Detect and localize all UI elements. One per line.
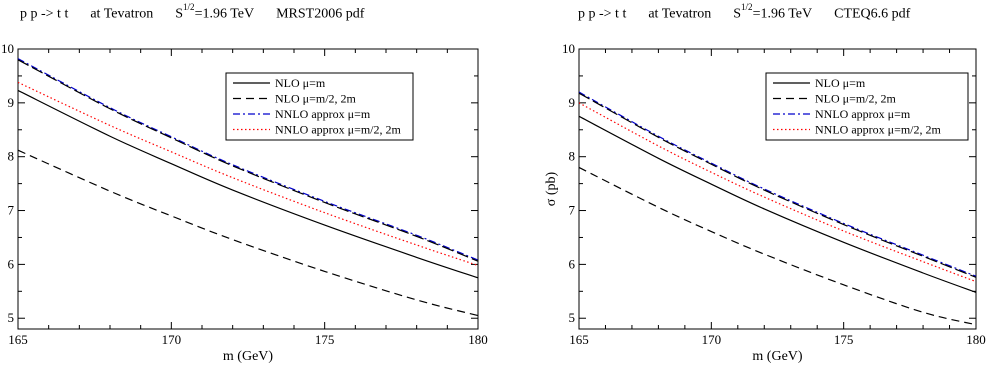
x-tick-label: 180 xyxy=(468,332,488,347)
x-tick-label: 170 xyxy=(702,332,722,347)
energy-exponent: 1/2 xyxy=(183,2,195,12)
y-tick-label: 6 xyxy=(569,256,576,271)
energy-symbol: S xyxy=(733,6,742,22)
series-line xyxy=(579,115,976,293)
chart-title: p p -> t t at Tevatron S1/2=1.96 TeV CTEQ6.… xyxy=(578,2,911,23)
process-label: p p -> t t xyxy=(20,6,69,22)
process-label: p p -> t t xyxy=(578,6,627,22)
y-axis-label: σ (pb) xyxy=(544,171,559,206)
chart-panel-left: p p -> t t at Tevatron S1/2=1.96 TeV MRST20… xyxy=(1,2,488,364)
x-axis-label: m (GeV) xyxy=(223,349,273,364)
energy-value: =1.96 TeV xyxy=(194,6,255,22)
plot-area: 165 170 175 180 5 6 7 8 9 10 m (GeV) σ (pb) NLO μ=m N… xyxy=(544,41,986,364)
pdf-label: CTEQ6.6 pdf xyxy=(834,6,911,22)
legend-label: NNLO approx μ=m/2, 2m xyxy=(275,123,402,137)
legend-label: NLO μ=m xyxy=(815,76,866,90)
series-line xyxy=(579,102,976,283)
plot-frame xyxy=(17,48,479,330)
y-tick-label: 10 xyxy=(562,41,575,56)
energy-exponent: 1/2 xyxy=(741,2,753,12)
legend-label: NLO μ=m xyxy=(275,76,326,90)
x-axis-label: m (GeV) xyxy=(752,349,802,364)
chart-title: p p -> t t at Tevatron S1/2=1.96 TeV MRST20… xyxy=(20,2,365,23)
y-tick-label: 8 xyxy=(569,149,576,164)
legend-label: NNLO approx μ=m xyxy=(275,107,371,121)
y-tick-label: 9 xyxy=(569,95,576,110)
legend-label: NNLO approx μ=m/2, 2m xyxy=(815,123,942,137)
energy-symbol: S xyxy=(175,6,184,22)
series-line xyxy=(18,149,478,317)
y-tick-label: 8 xyxy=(8,149,15,164)
legend-label: NLO μ=m/2, 2m xyxy=(815,92,897,106)
series-line xyxy=(18,89,478,279)
x-tick-label: 170 xyxy=(162,332,182,347)
x-tick-label: 175 xyxy=(834,332,854,347)
y-tick-label: 5 xyxy=(569,310,576,325)
legend-label: NNLO approx μ=m xyxy=(815,107,911,121)
y-tick-label: 5 xyxy=(8,310,15,325)
collider-label: at Tevatron xyxy=(90,6,154,22)
y-tick-label: 6 xyxy=(8,256,15,271)
energy-value: =1.96 TeV xyxy=(752,6,813,22)
legend-label: NLO μ=m/2, 2m xyxy=(275,92,357,106)
x-tick-label: 165 xyxy=(8,332,28,347)
x-tick-label: 175 xyxy=(315,332,335,347)
plot-frame xyxy=(578,48,977,330)
series-line xyxy=(579,166,976,326)
pdf-label: MRST2006 pdf xyxy=(276,6,365,22)
legend-box xyxy=(225,72,414,141)
collider-label: at Tevatron xyxy=(648,6,712,22)
legend-box xyxy=(765,72,969,141)
series-line xyxy=(579,91,976,277)
series-line xyxy=(18,58,478,261)
y-tick-label: 9 xyxy=(8,95,15,110)
y-tick-label: 10 xyxy=(1,41,14,56)
x-tick-label: 180 xyxy=(966,332,986,347)
chart-panel-right: p p -> t t at Tevatron S1/2=1.96 TeV CTEQ6.… xyxy=(496,0,992,369)
y-tick-label: 7 xyxy=(8,203,15,218)
series-line xyxy=(18,59,478,262)
y-tick-label: 7 xyxy=(569,203,576,218)
series-line xyxy=(579,92,976,278)
x-tick-label: 165 xyxy=(569,332,589,347)
